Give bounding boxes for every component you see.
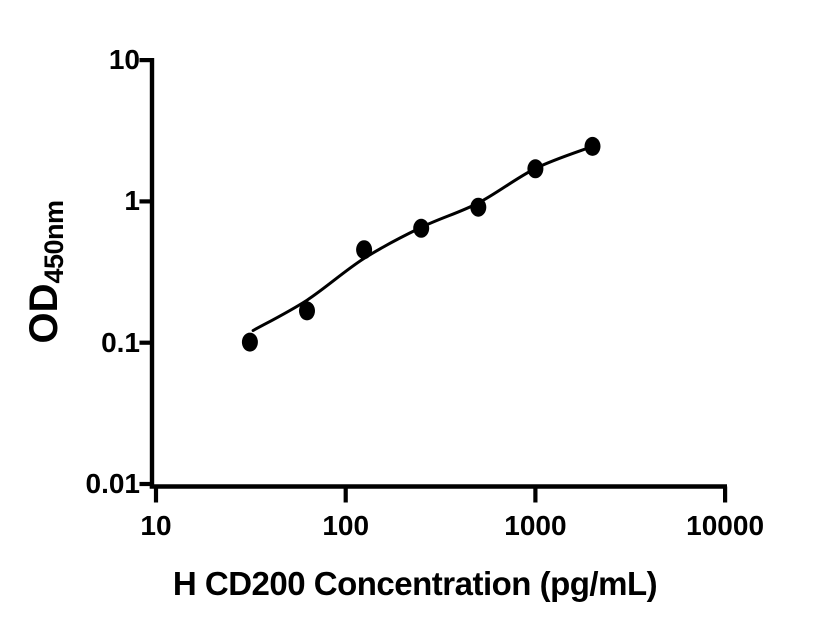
x-tick-label: 10 <box>140 510 172 541</box>
y-tick-label: 10 <box>108 44 140 76</box>
data-point <box>527 159 544 179</box>
data-point-group <box>241 136 601 352</box>
data-point <box>470 197 487 217</box>
data-point <box>356 240 373 260</box>
x-axis-title: H CD200 Concentration (pg/mL) <box>172 565 658 602</box>
data-point <box>584 136 601 156</box>
axis-tick-marks <box>139 57 728 503</box>
y-axis-title-main: OD <box>22 283 66 344</box>
x-tick-label: 1000 <box>504 510 567 541</box>
y-axis-title-subscript: 450nm <box>39 200 69 284</box>
data-point <box>299 301 315 321</box>
y-axis-title: OD450nm <box>22 200 70 343</box>
y-tick-label: 1 <box>124 185 140 217</box>
data-point <box>241 332 258 352</box>
x-tick-label: 10000 <box>686 510 765 541</box>
data-point <box>413 218 430 238</box>
x-tick-label: 100 <box>322 510 370 541</box>
y-tick-label: 0.1 <box>101 326 140 358</box>
y-tick-label: 0.01 <box>85 468 141 499</box>
